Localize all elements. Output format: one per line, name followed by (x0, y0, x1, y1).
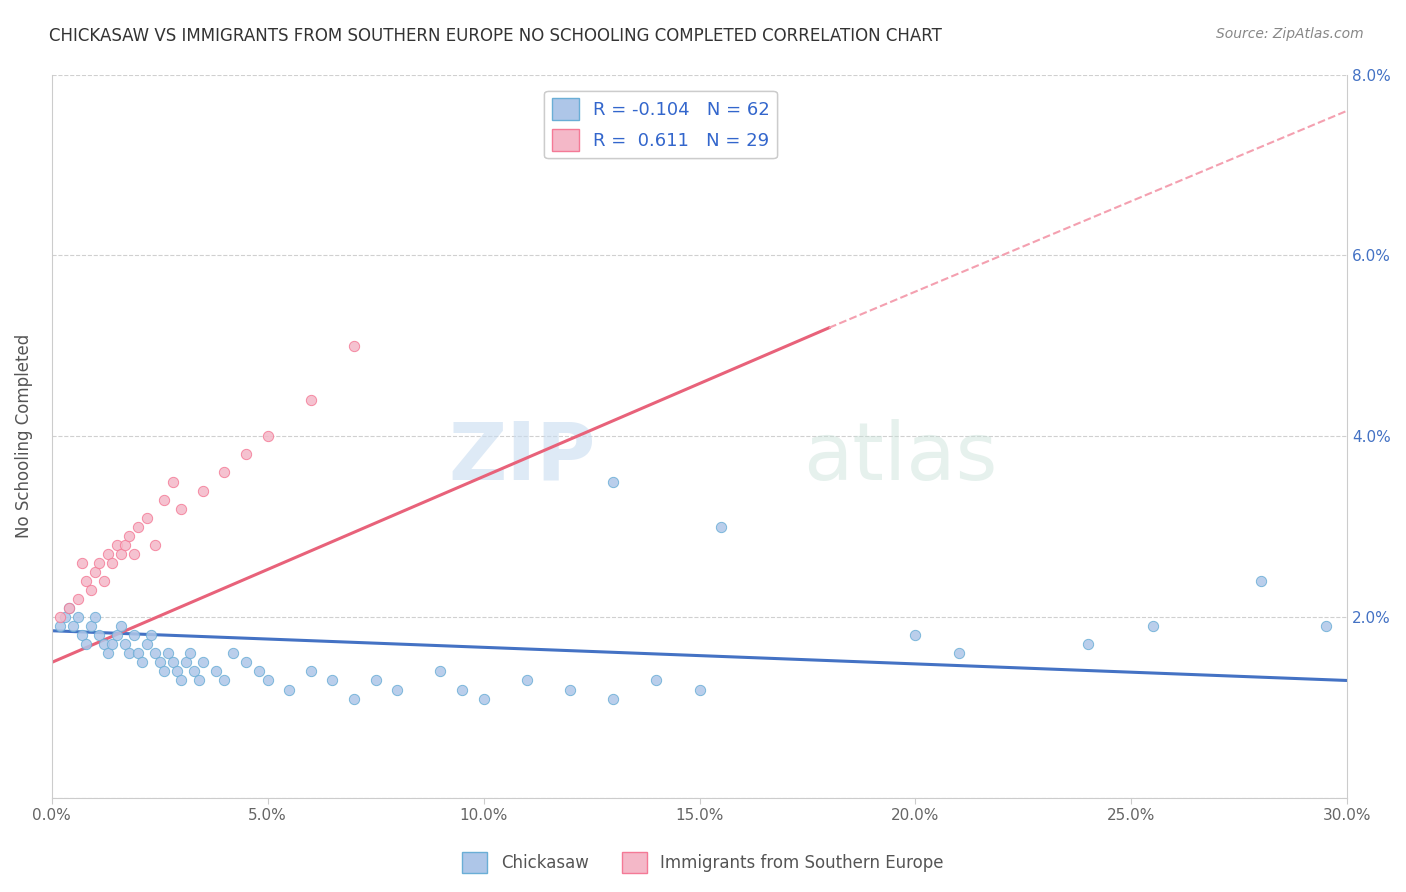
Point (105, 628, 128, 642)
Point (70, 628, 93, 642)
Text: ZIP: ZIP (449, 419, 596, 497)
Point (689, 682, 711, 697)
Point (343, 339, 366, 353)
Point (93, 637, 115, 651)
Point (278, 682, 301, 697)
Point (105, 538, 128, 552)
Point (170, 501, 193, 516)
Point (89, 556, 111, 570)
Point (1077, 637, 1099, 651)
Legend: R = -0.104   N = 62, R =  0.611   N = 29: R = -0.104 N = 62, R = 0.611 N = 29 (544, 91, 778, 158)
Point (710, 520, 733, 534)
Point (174, 656, 197, 670)
Point (558, 682, 581, 697)
Point (58, 601, 80, 615)
Point (602, 475, 624, 489)
Point (49, 619, 72, 633)
Point (145, 538, 167, 552)
Point (602, 691, 624, 706)
Point (170, 673, 193, 688)
Point (299, 665, 322, 679)
Point (66, 610, 89, 624)
Point (343, 691, 366, 706)
Point (145, 646, 167, 660)
Point (187, 673, 209, 688)
Point (70, 556, 93, 570)
Point (62, 619, 84, 633)
Point (162, 475, 184, 489)
Point (139, 628, 162, 642)
Point (235, 656, 257, 670)
Point (179, 646, 201, 660)
Point (235, 447, 257, 461)
Point (89, 628, 111, 642)
Point (114, 538, 136, 552)
Point (256, 429, 278, 443)
Point (79, 582, 101, 597)
Point (79, 619, 101, 633)
Point (75, 574, 97, 588)
Point (149, 656, 172, 670)
Point (166, 665, 188, 679)
Point (66, 592, 89, 607)
Point (364, 673, 387, 688)
Point (84, 565, 107, 579)
Point (516, 673, 538, 688)
Point (191, 483, 214, 498)
Point (110, 619, 132, 633)
Point (75, 637, 97, 651)
Point (153, 665, 176, 679)
Point (1315, 619, 1337, 633)
Point (131, 656, 153, 670)
Point (127, 520, 149, 534)
Point (214, 466, 236, 480)
Point (53, 610, 76, 624)
Point (602, 140, 624, 154)
Y-axis label: No Schooling Completed: No Schooling Completed (15, 334, 32, 539)
Point (114, 637, 136, 651)
Point (904, 628, 927, 642)
Point (118, 529, 141, 543)
Point (49, 610, 72, 624)
Point (122, 547, 145, 561)
Point (127, 646, 149, 660)
Point (157, 646, 180, 660)
Point (451, 682, 474, 697)
Point (321, 673, 343, 688)
Point (299, 393, 322, 408)
Point (97, 547, 120, 561)
Point (256, 673, 278, 688)
Point (122, 628, 145, 642)
Point (1250, 574, 1272, 588)
Text: Source: ZipAtlas.com: Source: ZipAtlas.com (1216, 27, 1364, 41)
Point (93, 574, 115, 588)
Point (101, 637, 124, 651)
Legend: Chickasaw, Immigrants from Southern Europe: Chickasaw, Immigrants from Southern Euro… (456, 846, 950, 880)
Point (1142, 619, 1164, 633)
Point (97, 646, 120, 660)
Point (153, 492, 176, 507)
Point (84, 610, 107, 624)
Point (948, 646, 970, 660)
Point (135, 510, 157, 524)
Point (429, 665, 451, 679)
Point (387, 682, 409, 697)
Point (162, 656, 184, 670)
Point (58, 601, 80, 615)
Point (205, 665, 228, 679)
Point (645, 673, 668, 688)
Point (247, 665, 270, 679)
Point (472, 691, 495, 706)
Point (183, 665, 205, 679)
Point (110, 547, 132, 561)
Point (135, 637, 157, 651)
Point (222, 646, 245, 660)
Point (191, 656, 214, 670)
Text: atlas: atlas (803, 419, 997, 497)
Text: CHICKASAW VS IMMIGRANTS FROM SOUTHERN EUROPE NO SCHOOLING COMPLETED CORRELATION : CHICKASAW VS IMMIGRANTS FROM SOUTHERN EU… (49, 27, 942, 45)
Point (214, 673, 236, 688)
Point (118, 646, 141, 660)
Point (101, 556, 124, 570)
